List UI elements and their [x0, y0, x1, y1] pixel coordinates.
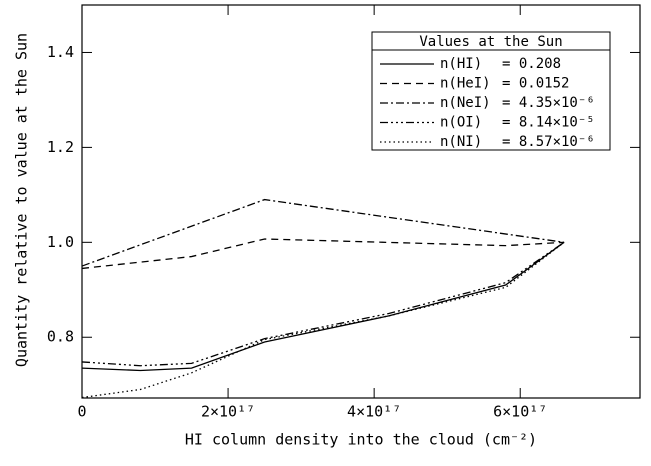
y-tick-label: 0.8 [47, 328, 74, 346]
legend-label: n(NI) [440, 134, 482, 150]
x-tick-label: 4×10¹⁷ [347, 403, 401, 421]
legend-value: = 8.57×10⁻⁶ [502, 134, 595, 150]
x-axis-label: HI column density into the cloud (cm⁻²) [185, 431, 537, 449]
series-line [81, 241, 565, 367]
series-line [81, 241, 565, 372]
legend-value: = 0.0152 [502, 76, 569, 92]
x-tick-label: 2×10¹⁷ [201, 403, 255, 421]
legend-box [371, 31, 611, 151]
y-tick-label: 1.4 [47, 43, 74, 61]
legend-label: n(OI) [440, 115, 482, 131]
legend-title: Values at the Sun [419, 34, 562, 50]
y-tick-label: 1.2 [47, 138, 74, 156]
legend-label: n(HI) [440, 56, 482, 72]
x-tick-label: 6×10¹⁷ [493, 403, 547, 421]
legend-value: = 0.208 [502, 56, 561, 72]
plot-frame [81, 4, 641, 399]
y-tick-label: 1.0 [47, 233, 74, 251]
legend-label: n(HeI) [440, 76, 491, 92]
y-axis-label: Quantity relative to value at the Sun [13, 33, 31, 367]
series-line [81, 238, 565, 270]
legend-label: n(NeI) [440, 95, 491, 111]
series-line [81, 198, 565, 267]
series-line [81, 241, 565, 399]
legend-value: = 8.14×10⁻⁵ [502, 115, 595, 131]
x-tick-label: 0 [77, 403, 86, 421]
legend-value: = 4.35×10⁻⁶ [502, 95, 595, 111]
